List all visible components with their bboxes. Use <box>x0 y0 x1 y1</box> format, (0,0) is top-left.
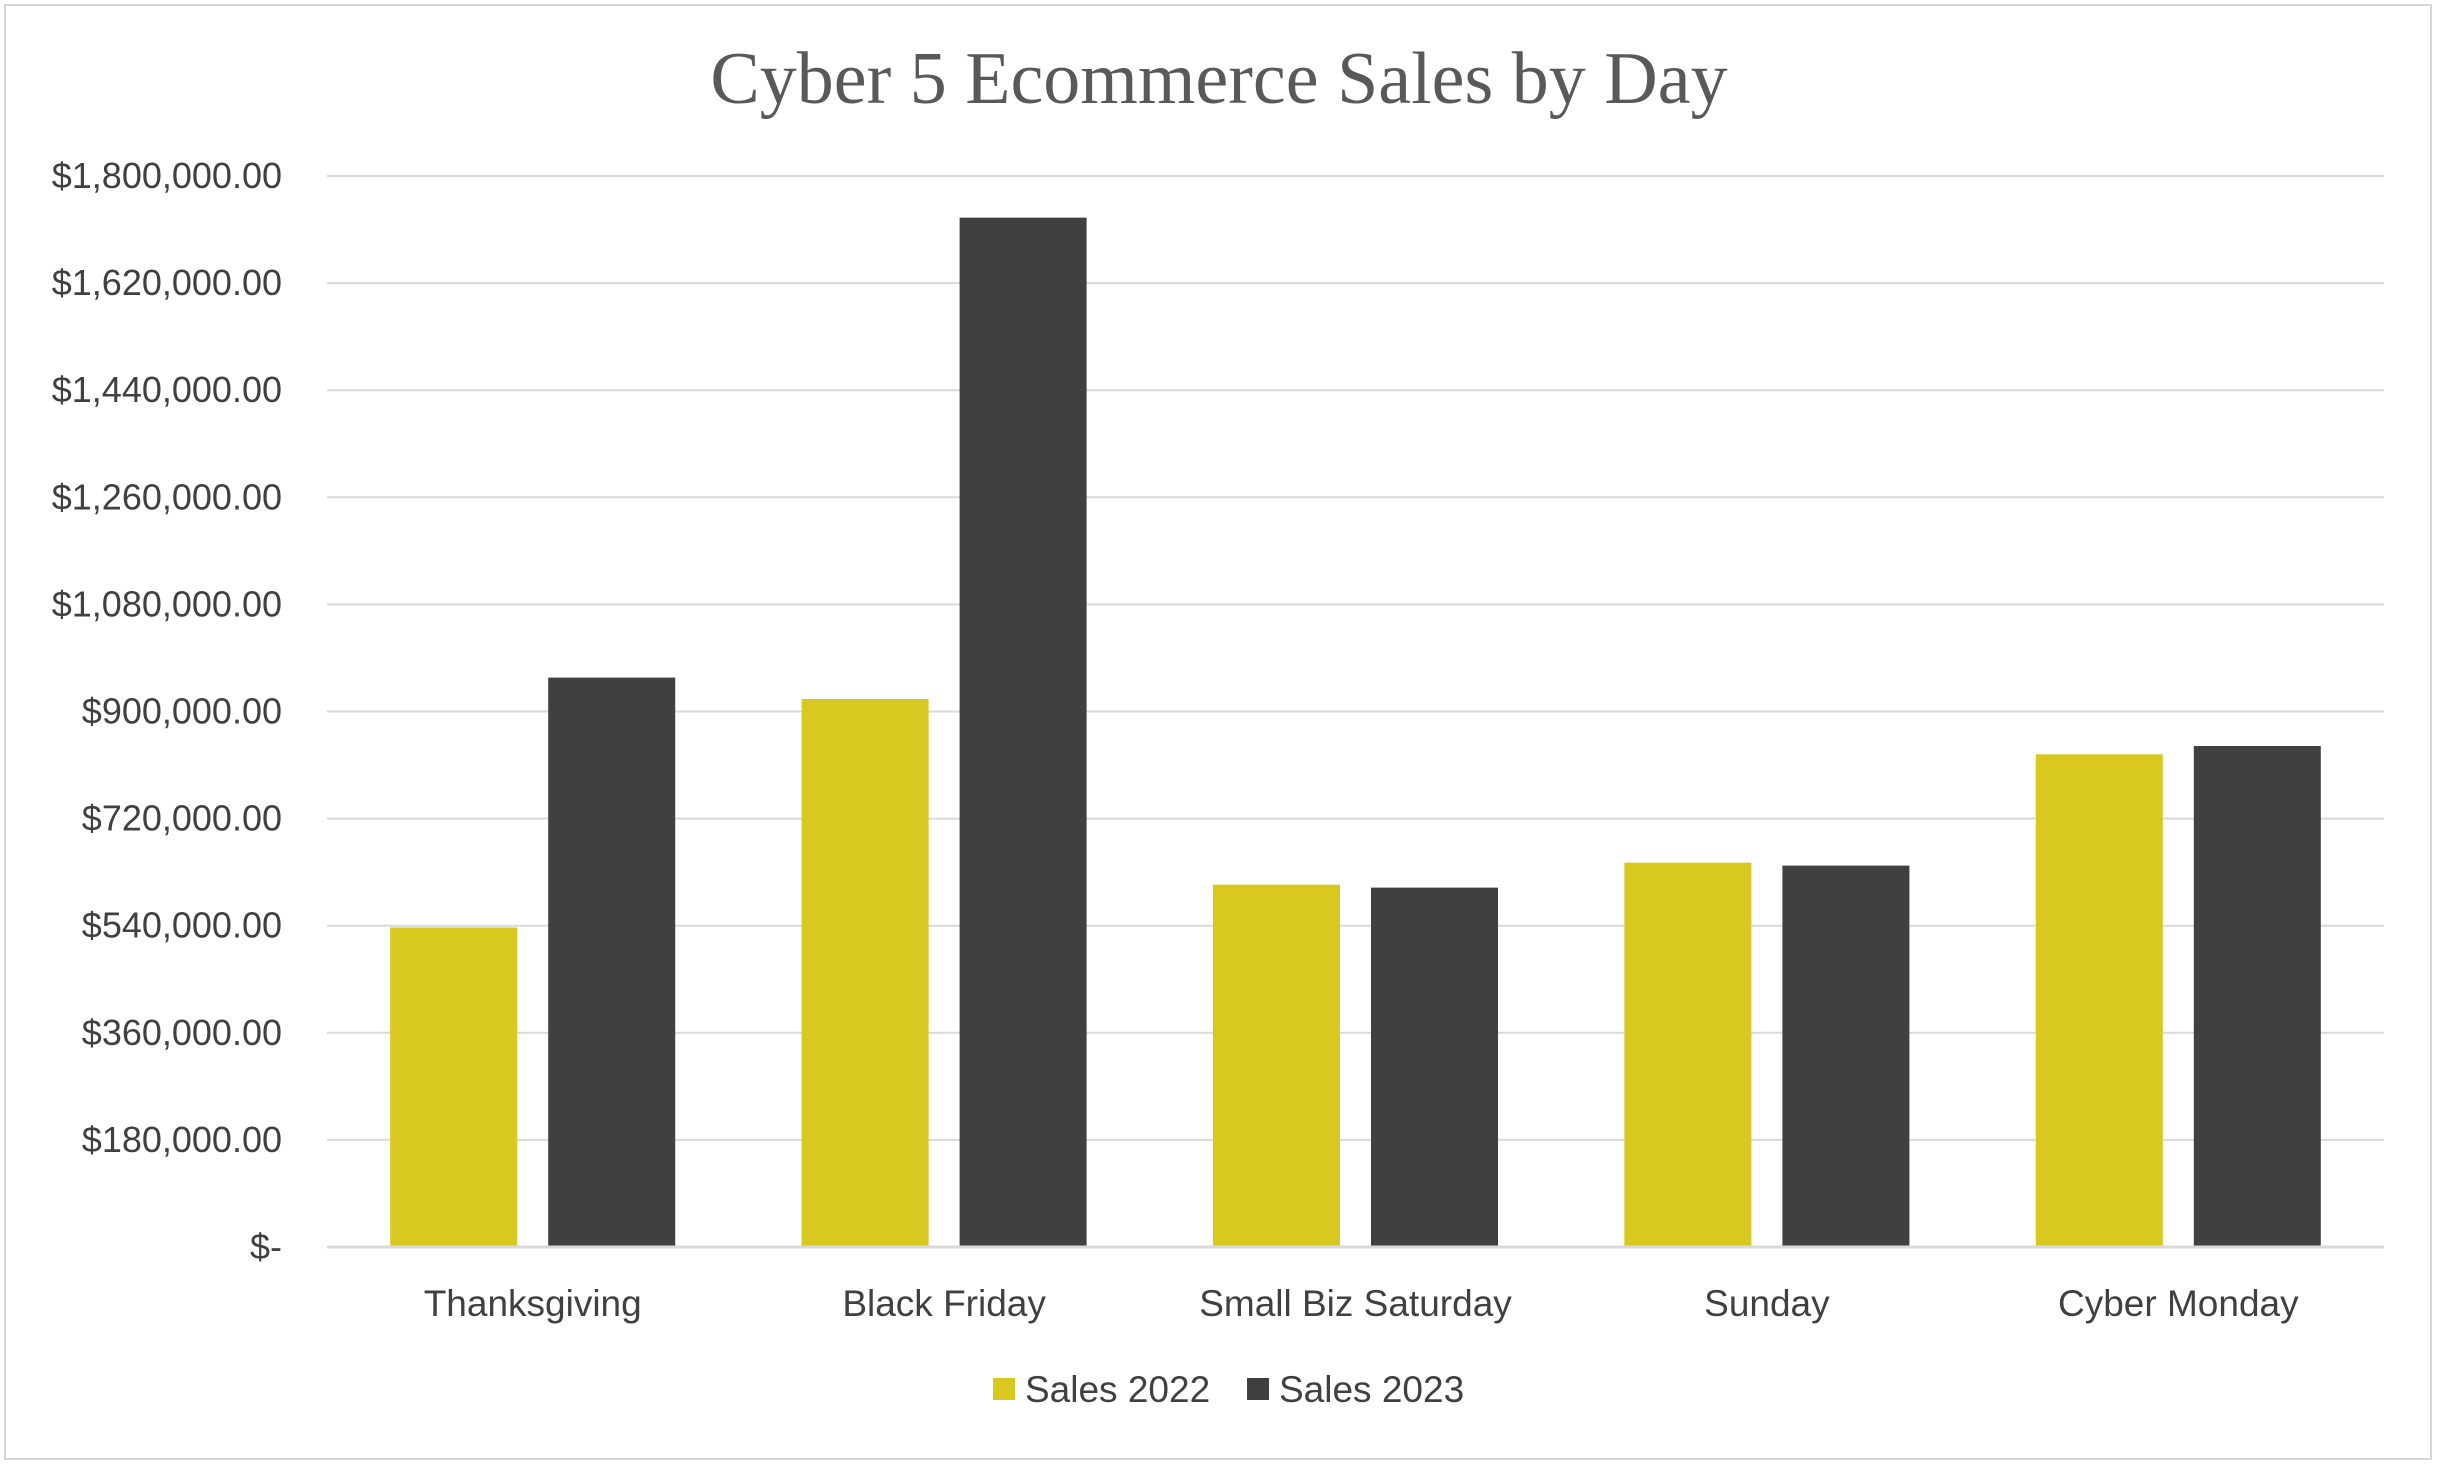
y-tick-label: $360,000.00 <box>82 1012 282 1053</box>
y-tick-label: $1,800,000.00 <box>52 155 282 196</box>
bar-sales-2023-2 <box>1371 887 1498 1247</box>
y-tick-label: $180,000.00 <box>82 1119 282 1160</box>
legend: Sales 2022 Sales 2023 <box>993 1369 1464 1410</box>
y-tick-label: $540,000.00 <box>82 905 282 946</box>
bar-sales-2022-4 <box>2035 754 2163 1247</box>
bar-sales-2022-0 <box>390 927 518 1247</box>
bar-sales-2023-1 <box>959 217 1087 1247</box>
legend-swatch <box>1247 1378 1269 1400</box>
bar-sales-2023-0 <box>548 677 676 1247</box>
legend-label: Sales 2022 <box>1025 1369 1210 1410</box>
chart-title: Cyber 5 Ecommerce Sales by Day <box>710 38 1727 120</box>
x-axis-categories: Thanksgiving Black Friday Small Biz Saturd… <box>424 1283 2299 1324</box>
bar-sales-2022-1 <box>801 699 929 1247</box>
y-tick-label: $1,260,000.00 <box>52 476 282 517</box>
x-category-label: Sunday <box>1704 1283 1830 1324</box>
y-axis-ticks: $- $180,000.00 $360,000.00 $540,000.00 $720,… <box>52 155 282 1267</box>
y-tick-label: $- <box>250 1226 282 1267</box>
y-tick-label: $900,000.00 <box>82 691 282 732</box>
y-tick-label: $1,080,000.00 <box>52 583 282 624</box>
bar-sales-2023-3 <box>1782 865 1910 1247</box>
x-category-label: Cyber Monday <box>2058 1283 2299 1324</box>
bar-sales-2022-3 <box>1624 862 1752 1247</box>
x-category-label: Small Biz Saturday <box>1199 1283 1512 1324</box>
bars <box>390 217 2321 1247</box>
y-tick-label: $720,000.00 <box>82 798 282 839</box>
x-category-label: Thanksgiving <box>424 1283 642 1324</box>
y-tick-label: $1,440,000.00 <box>52 369 282 410</box>
y-tick-label: $1,620,000.00 <box>52 262 282 303</box>
x-category-label: Black Friday <box>842 1283 1046 1324</box>
bar-sales-2022-2 <box>1213 884 1340 1247</box>
legend-swatch <box>993 1378 1015 1400</box>
legend-label: Sales 2023 <box>1279 1369 1464 1410</box>
bar-sales-2023-4 <box>2193 746 2321 1247</box>
